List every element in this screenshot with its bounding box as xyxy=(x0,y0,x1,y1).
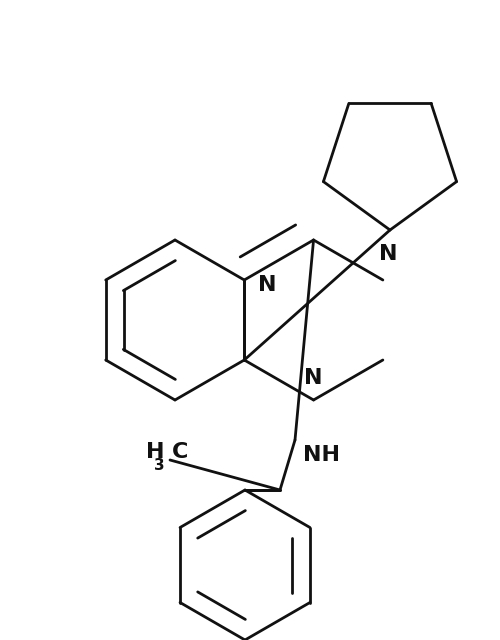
Text: N: N xyxy=(379,244,397,264)
Text: NH: NH xyxy=(303,445,340,465)
Text: H: H xyxy=(146,442,165,462)
Text: C: C xyxy=(172,442,188,462)
Text: 3: 3 xyxy=(154,458,165,474)
Text: N: N xyxy=(258,275,277,295)
Text: N: N xyxy=(304,368,323,388)
